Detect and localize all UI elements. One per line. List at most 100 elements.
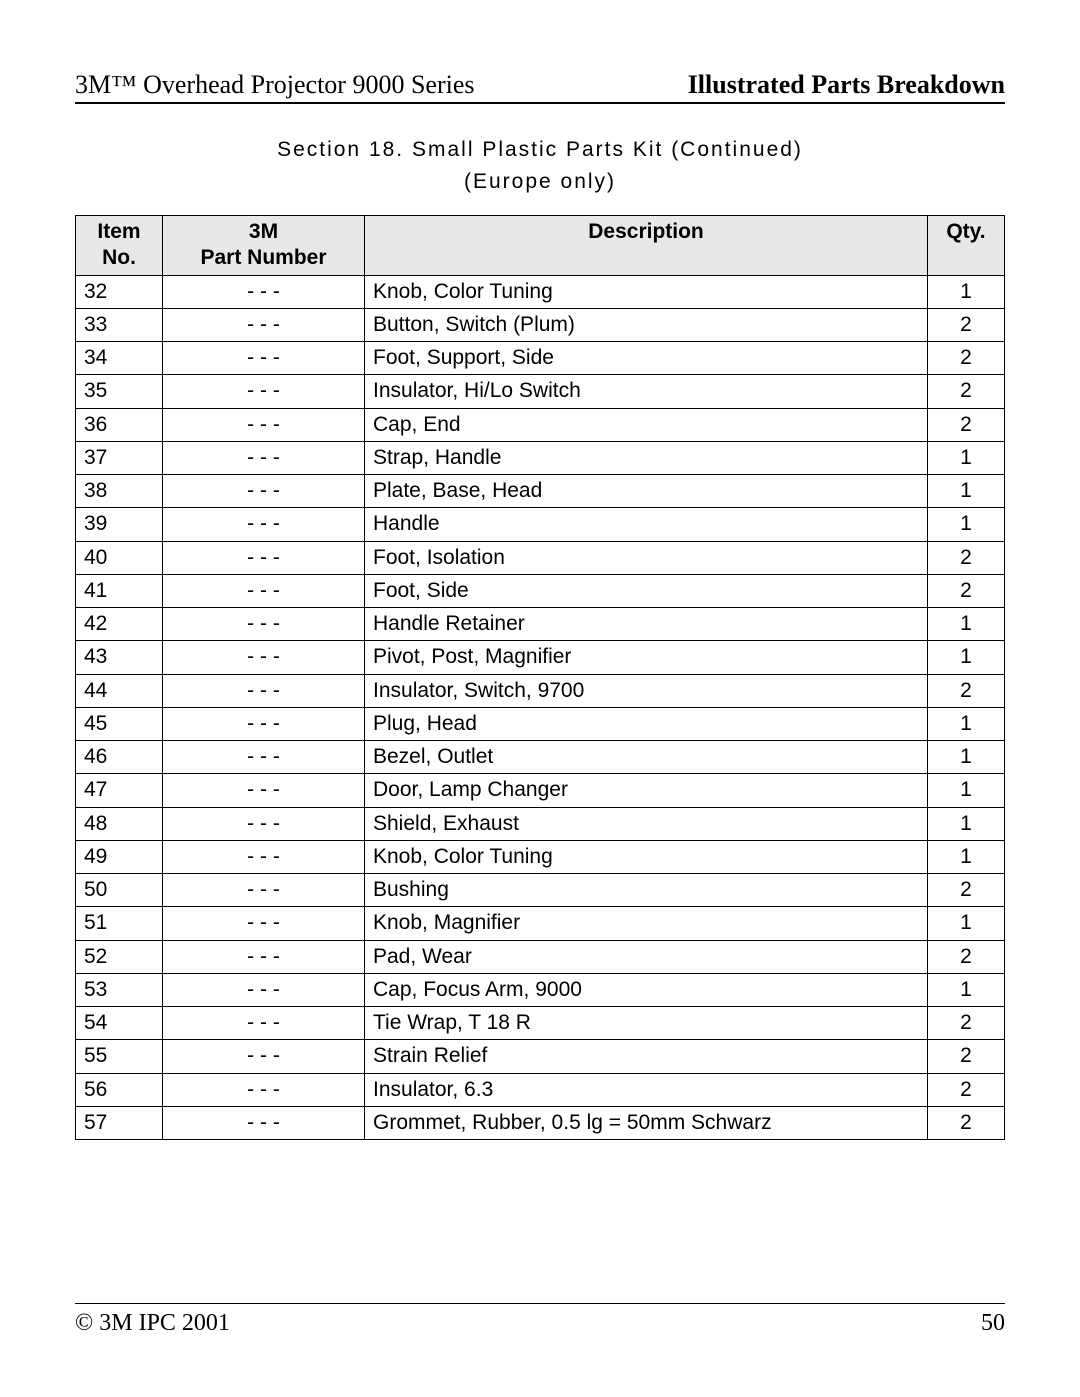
page-header: 3M™ Overhead Projector 9000 Series Illus…: [75, 70, 1005, 104]
cell-item-no: 53: [76, 973, 163, 1006]
cell-item-no: 42: [76, 608, 163, 641]
cell-item-no: 51: [76, 907, 163, 940]
cell-part-number: - - -: [163, 408, 365, 441]
cell-part-number: - - -: [163, 1040, 365, 1073]
cell-item-no: 45: [76, 707, 163, 740]
cell-item-no: 48: [76, 807, 163, 840]
cell-item-no: 40: [76, 541, 163, 574]
cell-item-no: 32: [76, 275, 163, 308]
cell-qty: 2: [928, 1040, 1005, 1073]
cell-item-no: 36: [76, 408, 163, 441]
section-title: Section 18. Small Plastic Parts Kit (Con…: [75, 134, 1005, 197]
cell-part-number: - - -: [163, 840, 365, 873]
table-row: 39- - -Handle1: [76, 508, 1005, 541]
cell-part-number: - - -: [163, 940, 365, 973]
cell-part-number: - - -: [163, 375, 365, 408]
cell-description: Insulator, Switch, 9700: [365, 674, 928, 707]
page-footer: © 3M IPC 2001 50: [75, 1303, 1005, 1337]
cell-part-number: - - -: [163, 874, 365, 907]
cell-description: Foot, Support, Side: [365, 342, 928, 375]
cell-qty: 2: [928, 874, 1005, 907]
cell-description: Foot, Isolation: [365, 541, 928, 574]
cell-description: Shield, Exhaust: [365, 807, 928, 840]
cell-part-number: - - -: [163, 774, 365, 807]
cell-part-number: - - -: [163, 1106, 365, 1139]
cell-qty: 1: [928, 807, 1005, 840]
cell-qty: 1: [928, 774, 1005, 807]
footer-copyright: © 3M IPC 2001: [75, 1310, 230, 1337]
table-row: 49- - -Knob, Color Tuning1: [76, 840, 1005, 873]
cell-part-number: - - -: [163, 441, 365, 474]
cell-description: Bushing: [365, 874, 928, 907]
table-row: 42- - -Handle Retainer1: [76, 608, 1005, 641]
cell-part-number: - - -: [163, 674, 365, 707]
cell-description: Insulator, Hi/Lo Switch: [365, 375, 928, 408]
cell-item-no: 43: [76, 641, 163, 674]
table-row: 55- - -Strain Relief2: [76, 1040, 1005, 1073]
table-row: 35- - -Insulator, Hi/Lo Switch2: [76, 375, 1005, 408]
cell-description: Tie Wrap, T 18 R: [365, 1007, 928, 1040]
table-row: 50- - -Bushing2: [76, 874, 1005, 907]
cell-item-no: 33: [76, 308, 163, 341]
table-row: 53- - -Cap, Focus Arm, 90001: [76, 973, 1005, 1006]
cell-description: Cap, Focus Arm, 9000: [365, 973, 928, 1006]
cell-qty: 1: [928, 275, 1005, 308]
cell-part-number: - - -: [163, 907, 365, 940]
cell-item-no: 55: [76, 1040, 163, 1073]
cell-item-no: 52: [76, 940, 163, 973]
cell-part-number: - - -: [163, 608, 365, 641]
cell-description: Handle Retainer: [365, 608, 928, 641]
cell-qty: 1: [928, 741, 1005, 774]
cell-description: Knob, Color Tuning: [365, 275, 928, 308]
cell-part-number: - - -: [163, 342, 365, 375]
cell-description: Knob, Color Tuning: [365, 840, 928, 873]
cell-item-no: 44: [76, 674, 163, 707]
cell-description: Insulator, 6.3: [365, 1073, 928, 1106]
cell-qty: 1: [928, 441, 1005, 474]
cell-description: Strap, Handle: [365, 441, 928, 474]
cell-description: Knob, Magnifier: [365, 907, 928, 940]
col-header-item: ItemNo.: [76, 216, 163, 276]
table-header-row: ItemNo. 3MPart Number Description Qty.: [76, 216, 1005, 276]
cell-qty: 2: [928, 342, 1005, 375]
cell-qty: 1: [928, 707, 1005, 740]
section-title-line1: Section 18. Small Plastic Parts Kit (Con…: [75, 134, 1005, 166]
table-row: 41- - -Foot, Side2: [76, 574, 1005, 607]
header-left: 3M™ Overhead Projector 9000 Series: [75, 70, 475, 100]
cell-description: Foot, Side: [365, 574, 928, 607]
cell-description: Strain Relief: [365, 1040, 928, 1073]
cell-qty: 1: [928, 907, 1005, 940]
cell-part-number: - - -: [163, 1007, 365, 1040]
cell-part-number: - - -: [163, 275, 365, 308]
cell-part-number: - - -: [163, 707, 365, 740]
header-right: Illustrated Parts Breakdown: [688, 70, 1005, 100]
col-header-desc: Description: [365, 216, 928, 276]
cell-qty: 1: [928, 840, 1005, 873]
cell-description: Cap, End: [365, 408, 928, 441]
cell-description: Bezel, Outlet: [365, 741, 928, 774]
cell-part-number: - - -: [163, 308, 365, 341]
cell-item-no: 35: [76, 375, 163, 408]
table-row: 46- - -Bezel, Outlet1: [76, 741, 1005, 774]
cell-qty: 2: [928, 1073, 1005, 1106]
table-row: 48- - -Shield, Exhaust1: [76, 807, 1005, 840]
cell-item-no: 37: [76, 441, 163, 474]
cell-description: Grommet, Rubber, 0.5 lg = 50mm Schwarz: [365, 1106, 928, 1139]
cell-qty: 2: [928, 574, 1005, 607]
cell-description: Handle: [365, 508, 928, 541]
cell-description: Plug, Head: [365, 707, 928, 740]
cell-qty: 2: [928, 1106, 1005, 1139]
cell-part-number: - - -: [163, 641, 365, 674]
cell-qty: 2: [928, 308, 1005, 341]
table-row: 51- - -Knob, Magnifier1: [76, 907, 1005, 940]
cell-description: Button, Switch (Plum): [365, 308, 928, 341]
parts-table: ItemNo. 3MPart Number Description Qty. 3…: [75, 215, 1005, 1140]
table-row: 57- - -Grommet, Rubber, 0.5 lg = 50mm Sc…: [76, 1106, 1005, 1139]
cell-item-no: 38: [76, 475, 163, 508]
table-row: 38- - -Plate, Base, Head1: [76, 475, 1005, 508]
table-row: 40- - -Foot, Isolation2: [76, 541, 1005, 574]
cell-item-no: 41: [76, 574, 163, 607]
cell-qty: 1: [928, 973, 1005, 1006]
cell-item-no: 39: [76, 508, 163, 541]
cell-item-no: 49: [76, 840, 163, 873]
